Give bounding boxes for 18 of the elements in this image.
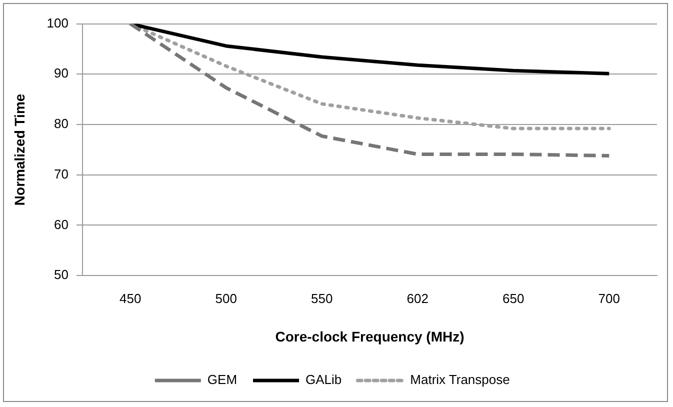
x-axis-title: Core-clock Frequency (MHz) [275, 328, 464, 344]
legend-label: GALib [306, 372, 342, 388]
x-tick-label: 650 [502, 290, 524, 306]
y-tick-label: 100 [46, 15, 68, 30]
x-tick-label: 450 [120, 290, 142, 306]
y-tick-label: 90 [54, 66, 68, 81]
y-tick-label: 50 [54, 267, 68, 282]
x-tick-label: 500 [215, 290, 237, 306]
y-axis-title: Normalized Time [11, 94, 28, 206]
y-tick-label: 80 [54, 116, 68, 132]
y-tick-label: 60 [54, 216, 68, 232]
x-tick-label: 700 [598, 290, 620, 306]
legend-label: GEM [207, 372, 238, 388]
y-tick-label: 70 [54, 166, 68, 182]
legend-label: Matrix Transpose [410, 372, 510, 388]
x-tick-label: 602 [406, 290, 428, 306]
line-series [128, 24, 611, 158]
x-tick-label: 550 [311, 290, 333, 306]
